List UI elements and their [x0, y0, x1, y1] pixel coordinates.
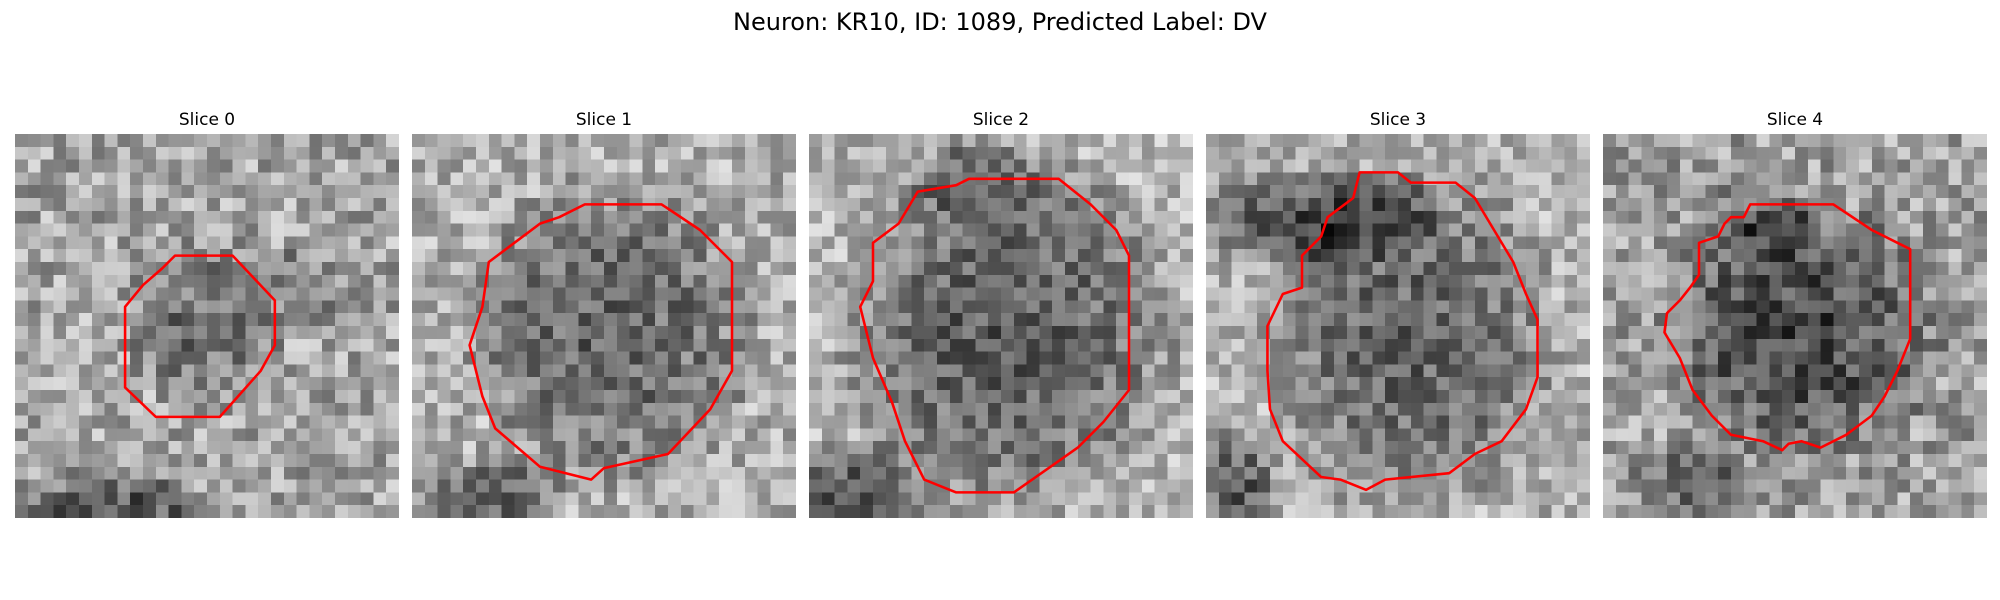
roi-contour: [123, 254, 277, 419]
slice-pixels: [1206, 134, 1590, 518]
slice-image: [1206, 134, 1590, 518]
roi-contour: [1663, 203, 1912, 452]
slice-image: [1603, 134, 1987, 518]
roi-contour-layer: [858, 177, 1131, 494]
roi-contour: [858, 177, 1131, 494]
slice-title: Slice 1: [575, 110, 633, 130]
slice-image: [15, 134, 399, 518]
figure-title: Neuron: KR10, ID: 1089, Predicted Label:…: [733, 8, 1267, 36]
roi-contour-layer: [1266, 171, 1539, 492]
roi-contour: [1266, 171, 1539, 492]
slice-pixels: [1603, 134, 1987, 518]
slice-title: Slice 0: [178, 110, 236, 130]
slice-title: Slice 2: [972, 110, 1030, 130]
roi-contour-layer: [468, 203, 734, 481]
slice-image: [412, 134, 796, 518]
slice-title: Slice 3: [1369, 110, 1427, 130]
roi-contour-layer: [123, 254, 277, 419]
roi-contour-layer: [1663, 203, 1912, 452]
slice-image: [809, 134, 1193, 518]
roi-contour: [468, 203, 734, 481]
slice-title: Slice 4: [1766, 110, 1824, 130]
slice-pixels: [15, 134, 399, 518]
